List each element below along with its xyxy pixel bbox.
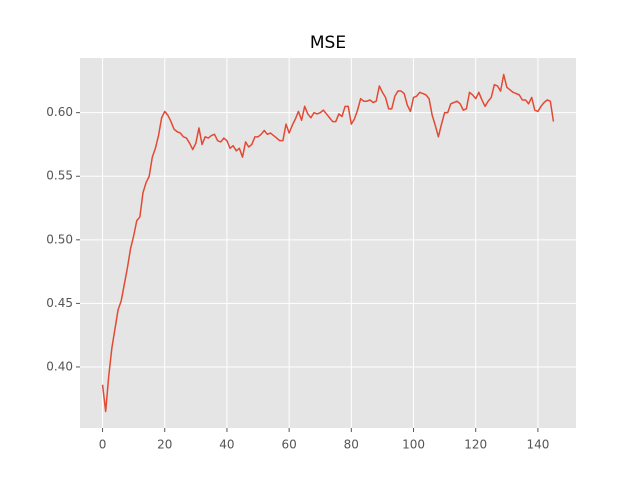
y-tick-label: 0.40 (46, 359, 73, 373)
chart-title: MSE (310, 33, 346, 53)
y-tick-label: 0.50 (46, 232, 73, 246)
x-tick-label: 40 (219, 438, 234, 452)
x-tick-label: 80 (344, 438, 359, 452)
x-tick-label: 100 (402, 438, 425, 452)
x-tick-label: 20 (157, 438, 172, 452)
x-tick-label: 60 (281, 438, 296, 452)
plot-area (80, 58, 576, 428)
x-tick-label: 120 (464, 438, 487, 452)
data-line (101, 73, 555, 413)
y-tick-label: 0.55 (46, 169, 73, 183)
y-tick-label: 0.45 (46, 296, 73, 310)
x-tick-label: 140 (526, 438, 549, 452)
x-tick-label: 0 (99, 438, 107, 452)
y-tick-label: 0.60 (46, 105, 73, 119)
